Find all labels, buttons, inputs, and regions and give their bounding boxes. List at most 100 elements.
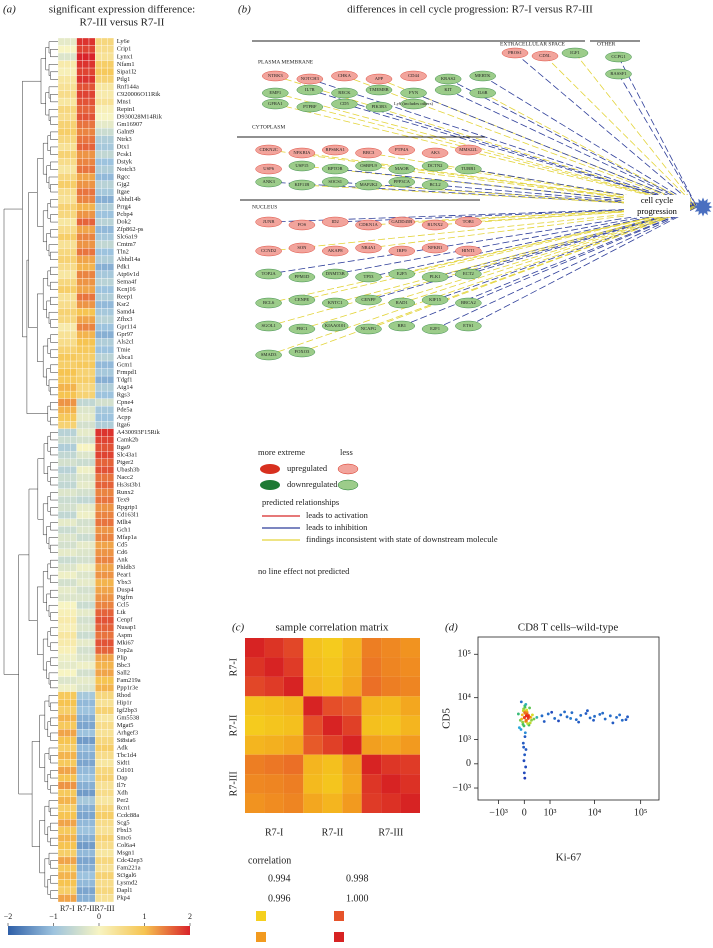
heatmap-cell [107,578,114,587]
heatmap-cell [95,158,102,166]
dendrogram-branch [48,747,58,760]
heatmap-cell [107,864,114,873]
heatmap-cell [101,210,108,219]
heatmap-cell [70,526,77,535]
heatmap-cell [107,766,114,775]
heatmap-cell [82,97,90,106]
correlation-cell [361,735,382,755]
heatmap-cell [57,736,65,745]
molecule-label: SON [297,245,307,250]
dendrogram-branch [50,642,58,651]
gene-label: Plip [117,654,127,661]
correlation-cell [381,735,401,755]
heatmap-cell [88,526,96,535]
heatmap-cell [64,668,71,677]
heatmap-cell [64,45,71,54]
gene-label: Ksr2 [117,301,129,308]
heatmap-cell [76,375,83,384]
molecule-label: NFKBIA [293,150,311,155]
heatmap-cell [76,135,83,144]
heatmap-cell [57,263,65,272]
heatmap-cell [57,451,65,459]
heatmap-cell [95,586,102,595]
heatmap-cell [101,631,108,640]
heatmap-cell [64,97,71,106]
heatmap-cell [82,67,90,76]
correlation-cell [245,696,265,716]
heatmap-cell [57,128,65,136]
heatmap-cell [82,744,90,752]
heatmap-cell [107,593,114,602]
heatmap-cell [95,128,102,136]
cell-point [615,715,618,719]
heatmap-cell [107,481,114,489]
heatmap-cell [107,496,114,504]
heatmap-cell [95,488,102,497]
relationship-line [434,206,698,278]
heatmap-cell [64,503,71,512]
gene-label: Atp6v1d [117,271,140,278]
heatmap-cell [57,255,65,264]
heatmap-cell [82,886,90,895]
gene-label: Nfam1 [117,61,135,68]
heatmap-cell [57,90,65,99]
heatmap-cell [76,781,83,790]
heatmap-cell [95,668,102,677]
gene-label: Atg14 [117,384,134,391]
legend-swatch [337,479,359,491]
correlation-cell [400,657,420,677]
relationship-line [368,206,698,301]
heatmap-cell [57,571,65,580]
heatmap-cell [64,368,71,377]
molecule-label: KNTC1 [328,300,344,305]
heatmap-cell [107,698,114,707]
heatmap-cell [82,526,90,535]
heatmap-cell [95,744,102,752]
dendrogram-branch [50,574,58,583]
relationship-line [309,89,698,208]
molecule-label: IRF9 [397,248,407,253]
heatmap-cell [76,323,83,332]
gene-label: Hip1r [117,699,133,706]
heatmap-cell [57,608,65,617]
heatmap-cell [107,75,114,84]
dendrogram-branch [50,680,58,689]
heatmap-cell [64,511,71,519]
molecule-label: CHKA [338,73,352,78]
heatmap-cell [82,511,90,519]
heatmap-cell [76,248,83,257]
heatmap-cell [70,578,77,587]
heatmap-cell [88,188,96,196]
heatmap-cell [76,578,83,587]
gene-label: Crip1 [117,46,132,53]
heatmap-cell [101,714,108,722]
heatmap-cell [88,338,96,347]
gene-label: Ptlg1 [117,76,131,83]
heatmap-cell [101,849,108,858]
heatmap-cell [101,533,108,542]
y-tick-label: 10³ [458,734,471,745]
molecule [455,245,482,257]
heatmap-cell [70,819,77,828]
heatmap-cell [64,871,71,880]
heatmap-cell [82,819,90,828]
heatmap-cell [107,345,114,354]
heatmap-cell [82,623,90,632]
heatmap-cell [64,721,71,730]
molecule [421,160,449,172]
heatmap-cell [76,458,83,467]
heatmap-cell [95,811,102,820]
heatmap-cell [57,383,65,392]
heatmap-cell [76,683,83,692]
legend-swatch [334,932,344,942]
heatmap-cell [107,263,114,272]
heatmap-cell [70,173,77,181]
heatmap-cell [76,526,83,535]
heatmap-cell [107,894,114,903]
heatmap-cell [88,556,96,565]
heatmap-cell [82,653,90,662]
correlation-cell [322,735,343,755]
correlation-cell [264,793,284,813]
heatmap-cell [76,864,83,873]
heatmap-cell [107,285,114,294]
